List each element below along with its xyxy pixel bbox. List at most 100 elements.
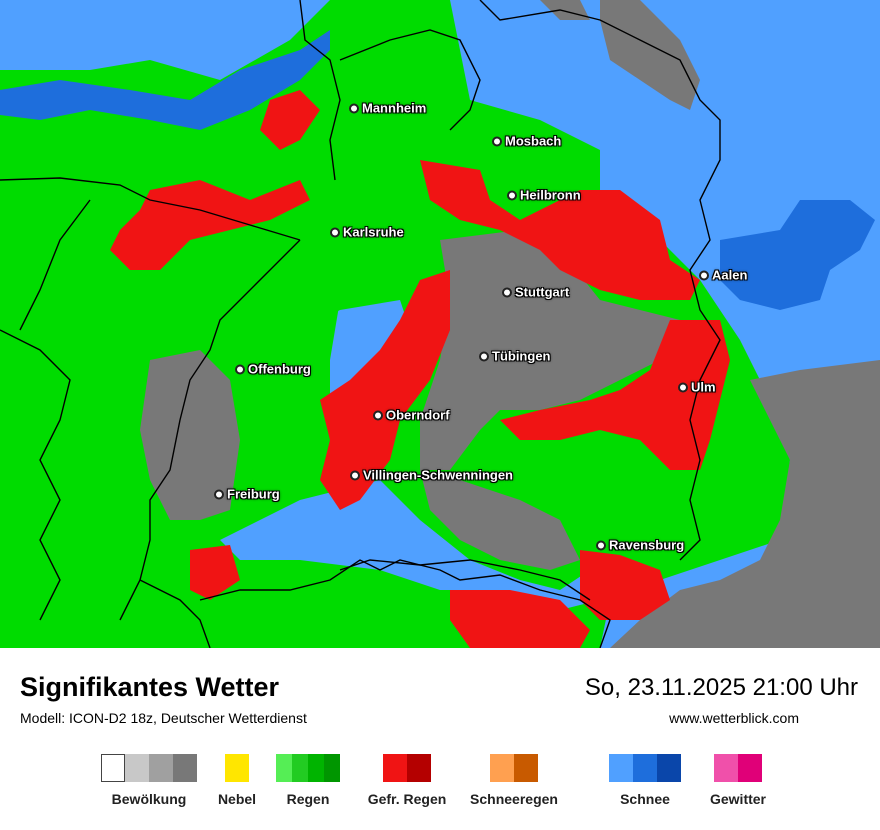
legend-schneeregen: Schneeregen (470, 754, 558, 807)
freezing-rain-ulm (500, 320, 730, 470)
city-stuttgart: Stuttgart (502, 285, 569, 300)
legend-swatches (276, 754, 340, 782)
forecast-datetime: So, 23.11.2025 21:00 Uhr (584, 674, 858, 701)
freezing-rain-heilbronn (420, 160, 700, 300)
city-label: Heilbronn (520, 187, 581, 203)
legend-swatch (308, 754, 324, 782)
legend-label: Regen (286, 791, 330, 807)
border-rhine (119, 239, 301, 621)
border-south (139, 579, 211, 648)
legend-swatches (600, 754, 690, 782)
city-label: Stuttgart (515, 284, 570, 300)
city-label: Mannheim (362, 100, 427, 116)
cloud-area-northeast (600, 0, 700, 110)
legend-swatch (609, 754, 633, 782)
border-palatinate (299, 0, 341, 181)
city-label: Mosbach (505, 133, 562, 149)
city-marker-icon (699, 270, 709, 280)
legend-label: Bewölkung (111, 791, 187, 807)
legend-swatch (324, 754, 340, 782)
borders (0, 0, 721, 648)
legend-swatch (276, 754, 292, 782)
city-aalen: Aalen (699, 268, 747, 283)
border-france (0, 329, 71, 621)
city-label: Aalen (712, 267, 748, 283)
legend-swatch (149, 754, 173, 782)
legend-nebel: Nebel (205, 754, 269, 807)
legend-bewoelkung: Bewölkung (101, 754, 197, 807)
legend-label: Schnee (620, 791, 670, 807)
legend-swatch (125, 754, 149, 782)
weather-map-layers (0, 0, 880, 648)
city-marker-icon (330, 227, 340, 237)
legend-label: Gefr. Regen (367, 791, 447, 807)
legend-swatches (354, 754, 460, 782)
city-marker-icon (349, 103, 359, 113)
legend-swatches (470, 754, 558, 782)
map-title: Signifikantes Wetter (20, 672, 280, 702)
city-mannheim: Mannheim (349, 101, 426, 116)
snow-heavy-north (0, 30, 330, 130)
border-france-2 (19, 199, 91, 331)
snow-area-east (440, 0, 880, 648)
freezing-rain-southwest (190, 545, 240, 600)
city-label: Tübingen (492, 348, 551, 364)
legend-swatches (101, 754, 197, 782)
city-freiburg: Freiburg (214, 487, 280, 502)
legend-swatch (657, 754, 681, 782)
city-label: Villingen-Schwenningen (363, 467, 513, 483)
legend-swatch (225, 754, 249, 782)
city-label: Karlsruhe (343, 224, 404, 240)
legend-regen: Regen (276, 754, 340, 807)
weather-map: Mannheim Mosbach Heilbronn Karlsruhe Stu… (0, 0, 880, 648)
legend-swatch (514, 754, 538, 782)
city-offenburg: Offenburg (235, 362, 311, 377)
city-label: Offenburg (248, 361, 311, 377)
legend-swatch (383, 754, 407, 782)
border-hesse (339, 29, 481, 131)
freezing-rain-oberndorf (320, 270, 450, 510)
legend-swatches (205, 754, 269, 782)
city-marker-icon (479, 351, 489, 361)
map-footer: Signifikantes Wetter Modell: ICON-D2 18z… (0, 648, 880, 830)
legend-swatch (173, 754, 197, 782)
legend-swatch (101, 754, 125, 782)
legend-label: Schneeregen (470, 791, 558, 807)
city-mosbach: Mosbach (492, 134, 561, 149)
legend-swatch (407, 754, 431, 782)
legend-label: Nebel (217, 791, 257, 807)
legend-schnee: Schnee (600, 754, 690, 807)
legend-swatch (633, 754, 657, 782)
legend-swatch (490, 754, 514, 782)
city-villingen-schwenningen: Villingen-Schwenningen (350, 468, 513, 483)
city-marker-icon (507, 190, 517, 200)
website-link: www.wetterblick.com (669, 710, 799, 726)
city-marker-icon (373, 410, 383, 420)
city-marker-icon (502, 287, 512, 297)
city-marker-icon (678, 382, 688, 392)
city-oberndorf: Oberndorf (373, 408, 450, 423)
freezing-rain-ravensburg (580, 550, 670, 620)
cloud-area-east (610, 360, 880, 648)
city-marker-icon (596, 540, 606, 550)
snow-heavy-aalen (720, 200, 875, 310)
border-state-north (0, 177, 301, 241)
city-karlsruhe: Karlsruhe (330, 225, 404, 240)
legend-swatch (738, 754, 762, 782)
city-label: Ulm (691, 379, 716, 395)
freezing-rain-mannheim (260, 90, 320, 150)
legend-swatch (714, 754, 738, 782)
cloud-area-southwest-center (420, 470, 580, 570)
city-marker-icon (235, 364, 245, 374)
legend-swatch (292, 754, 308, 782)
city-heilbronn: Heilbronn (507, 188, 581, 203)
cloud-area-stuttgart (420, 230, 680, 470)
city-marker-icon (492, 136, 502, 146)
legend-gefr-regen: Gefr. Regen (354, 754, 460, 807)
city-marker-icon (214, 489, 224, 499)
city-label: Freiburg (227, 486, 280, 502)
city-label: Ravensburg (609, 537, 685, 553)
legend-gewitter: Gewitter (698, 754, 778, 807)
border-lake (339, 559, 591, 601)
freezing-rain-south (450, 590, 590, 648)
